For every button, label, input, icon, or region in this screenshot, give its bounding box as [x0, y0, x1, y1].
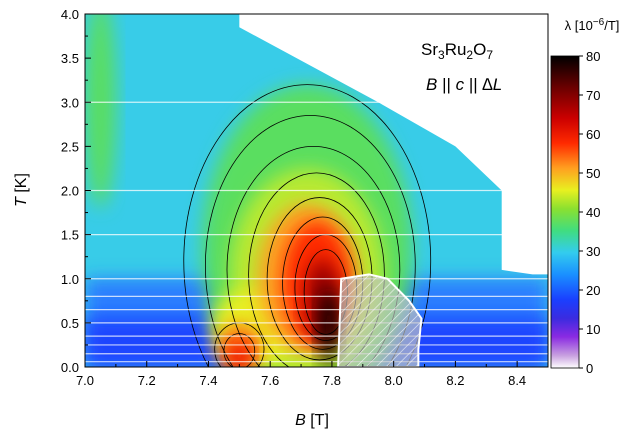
green-edge-band: [85, 14, 116, 209]
x-tick-label: 7.8: [323, 373, 341, 388]
y-tick-label: 3.5: [61, 51, 79, 66]
y-tick-label: 0.0: [61, 360, 79, 375]
colorbar-gradient: [550, 55, 580, 369]
x-axis-title: B [T]: [295, 412, 329, 429]
y-tick-label: 3.0: [61, 95, 79, 110]
contour-line: [205, 115, 416, 367]
plot-area: [85, 14, 548, 367]
compound-label: Sr3Ru2O7: [421, 40, 493, 62]
contour-line: [223, 333, 256, 367]
x-tick-label: 8.4: [508, 373, 526, 388]
heatmap-field: [85, 14, 548, 367]
colorbar-tick-label: 60: [586, 127, 600, 142]
colorbar-tick-label: 40: [586, 205, 600, 220]
contour-line: [226, 146, 401, 367]
y-tick-label: 1.5: [61, 228, 79, 243]
contour-lines: [183, 84, 432, 367]
x-tick-label: 7.6: [261, 373, 279, 388]
x-tick-label: 7.2: [138, 373, 156, 388]
x-tick-label: 8.0: [385, 373, 403, 388]
y-tick-label: 4.0: [61, 7, 79, 22]
black-core: [318, 287, 340, 367]
colorbar-tick-label: 20: [586, 283, 600, 298]
hatched-region: [337, 273, 423, 367]
x-tick-label: 8.2: [446, 373, 464, 388]
colorbar-tick-label: 10: [586, 322, 600, 337]
colorbar-title: λ [10−6/T]: [565, 17, 620, 33]
colorbar-tick-label: 70: [586, 88, 600, 103]
colorbar-tick-label: 80: [586, 49, 600, 64]
colorbar-tick-label: 0: [586, 361, 593, 376]
colorbar-tick-label: 50: [586, 166, 600, 181]
geometry-label: B || c || ∆L: [426, 75, 502, 94]
secondary-peak-red: [226, 342, 252, 367]
y-tick-label: 2.5: [61, 139, 79, 154]
x-tick-label: 7.4: [199, 373, 217, 388]
y-tick-label: 2.0: [61, 184, 79, 199]
contour-line: [183, 84, 432, 367]
y-tick-label: 1.0: [61, 272, 79, 287]
colorbar: 0 10 20 30 40 50 60 70 80: [550, 49, 600, 376]
y-axis-title: T [K]: [13, 173, 30, 207]
no-data-region: [239, 14, 548, 275]
axes: 7.0 7.2 7.4 7.6 7.8 8.0 8.2 8.4 0.0 0.5 1.0 1.5 2.0 2…: [61, 7, 549, 388]
contour-line: [248, 172, 385, 367]
x-tick-label: 7.0: [76, 373, 94, 388]
colorbar-tick-label: 30: [586, 244, 600, 259]
y-tick-label: 0.5: [61, 316, 79, 331]
